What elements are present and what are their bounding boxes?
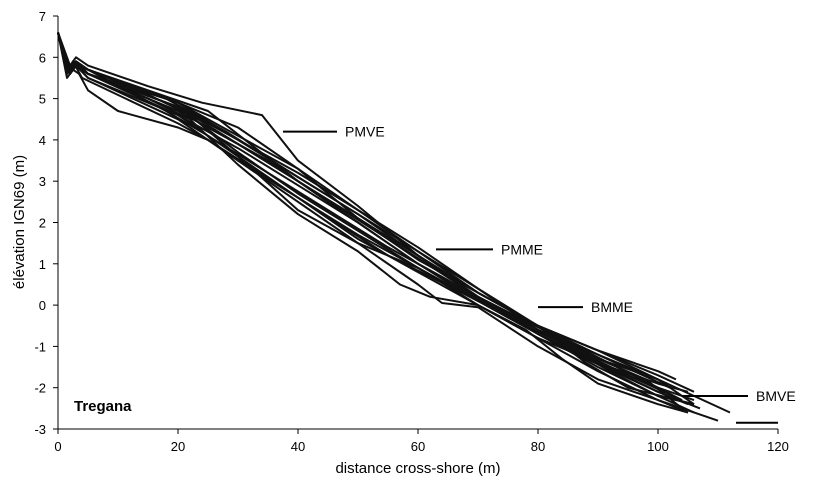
x-tick-label: 0 [54,439,61,454]
x-tick-label: 80 [531,439,545,454]
annotations: PMVE PMME BMME BMVE [283,124,796,424]
annotation-label-pmme: PMME [501,241,543,257]
y-tick-label: 4 [39,133,46,148]
x-tick-label: 120 [767,439,789,454]
site-label: Tregana [74,398,132,415]
x-tick-label: 20 [171,439,185,454]
y-tick-label: 2 [39,216,46,231]
profile-line-16 [57,32,689,393]
annotation-label-bmve: BMVE [756,388,796,404]
y-tick-label: 3 [39,174,46,189]
annotation-label-pmve: PMVE [345,124,385,140]
profile-line-19 [57,32,695,402]
axes [57,16,778,430]
y-tick-label: 7 [39,9,46,24]
y-axis-title: élévation IGN69 (m) [11,155,28,289]
profile-line-12 [57,32,677,381]
y-tick-label: -3 [34,422,46,437]
x-tick-label: 60 [411,439,425,454]
y-tick-label: -1 [34,339,46,354]
y-tick-label: -2 [34,381,46,396]
x-axis-title: distance cross-shore (m) [335,460,500,477]
y-tick-label: 5 [39,92,46,107]
annotation-label-bmme: BMME [591,299,633,315]
x-tick-label: 100 [647,439,669,454]
y-tick-label: 1 [39,257,46,272]
y-tick-label: 6 [39,50,46,65]
ticks: -3 -2 -1 0 1 2 3 4 5 6 7 0 20 40 60 80 100 120 [34,9,788,454]
profile-line-4 [57,32,695,393]
y-tick-label: 0 [39,298,46,313]
x-tick-label: 40 [291,439,305,454]
profile-lines [57,32,731,422]
